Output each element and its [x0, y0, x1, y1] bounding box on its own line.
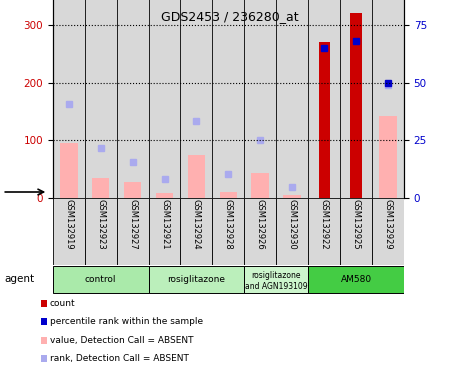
Text: GSM132930: GSM132930: [288, 199, 297, 250]
Bar: [149, 198, 180, 265]
Text: rosiglitazone: rosiglitazone: [252, 271, 301, 280]
Text: GSM132922: GSM132922: [319, 199, 329, 250]
Bar: [319, 42, 330, 198]
Bar: [149, 266, 244, 293]
Bar: [180, 0, 213, 198]
Bar: [372, 0, 404, 198]
Bar: [188, 155, 205, 198]
Text: AM580: AM580: [341, 275, 372, 284]
Bar: [156, 193, 174, 198]
Bar: [244, 198, 276, 265]
Text: GSM132927: GSM132927: [128, 199, 137, 250]
Bar: [213, 0, 244, 198]
Text: GSM132929: GSM132929: [383, 199, 392, 250]
Bar: [351, 13, 362, 198]
Text: GSM132926: GSM132926: [256, 199, 265, 250]
Bar: [117, 0, 149, 198]
Bar: [379, 116, 397, 198]
Text: rosiglitazone: rosiglitazone: [168, 275, 225, 284]
Bar: [213, 198, 244, 265]
Bar: [60, 143, 78, 198]
Text: GSM132921: GSM132921: [160, 199, 169, 250]
Bar: [53, 266, 149, 293]
Bar: [244, 266, 308, 293]
Text: GSM132924: GSM132924: [192, 199, 201, 250]
Text: and AGN193109: and AGN193109: [245, 282, 308, 291]
Bar: [276, 198, 308, 265]
Bar: [244, 0, 276, 198]
Text: value, Detection Call = ABSENT: value, Detection Call = ABSENT: [50, 336, 193, 345]
Text: GSM132928: GSM132928: [224, 199, 233, 250]
Bar: [372, 198, 404, 265]
Text: GSM132923: GSM132923: [96, 199, 105, 250]
Bar: [340, 198, 372, 265]
Bar: [149, 0, 180, 198]
Text: GSM132919: GSM132919: [64, 199, 73, 250]
Bar: [252, 173, 269, 198]
Bar: [92, 177, 109, 198]
Bar: [340, 0, 372, 198]
Bar: [308, 0, 340, 198]
Text: control: control: [85, 275, 117, 284]
Bar: [53, 198, 85, 265]
Text: rank, Detection Call = ABSENT: rank, Detection Call = ABSENT: [50, 354, 189, 363]
Text: GDS2453 / 236280_at: GDS2453 / 236280_at: [161, 10, 298, 23]
Bar: [53, 0, 85, 198]
Bar: [308, 266, 404, 293]
Bar: [276, 0, 308, 198]
Bar: [308, 198, 340, 265]
Text: percentile rank within the sample: percentile rank within the sample: [50, 317, 203, 326]
Bar: [124, 182, 141, 198]
Bar: [219, 192, 237, 198]
Bar: [180, 198, 213, 265]
Bar: [85, 0, 117, 198]
Text: GSM132925: GSM132925: [352, 199, 360, 250]
Bar: [85, 198, 117, 265]
Bar: [283, 195, 301, 198]
Text: count: count: [50, 299, 75, 308]
Bar: [117, 198, 149, 265]
Text: agent: agent: [5, 274, 35, 285]
